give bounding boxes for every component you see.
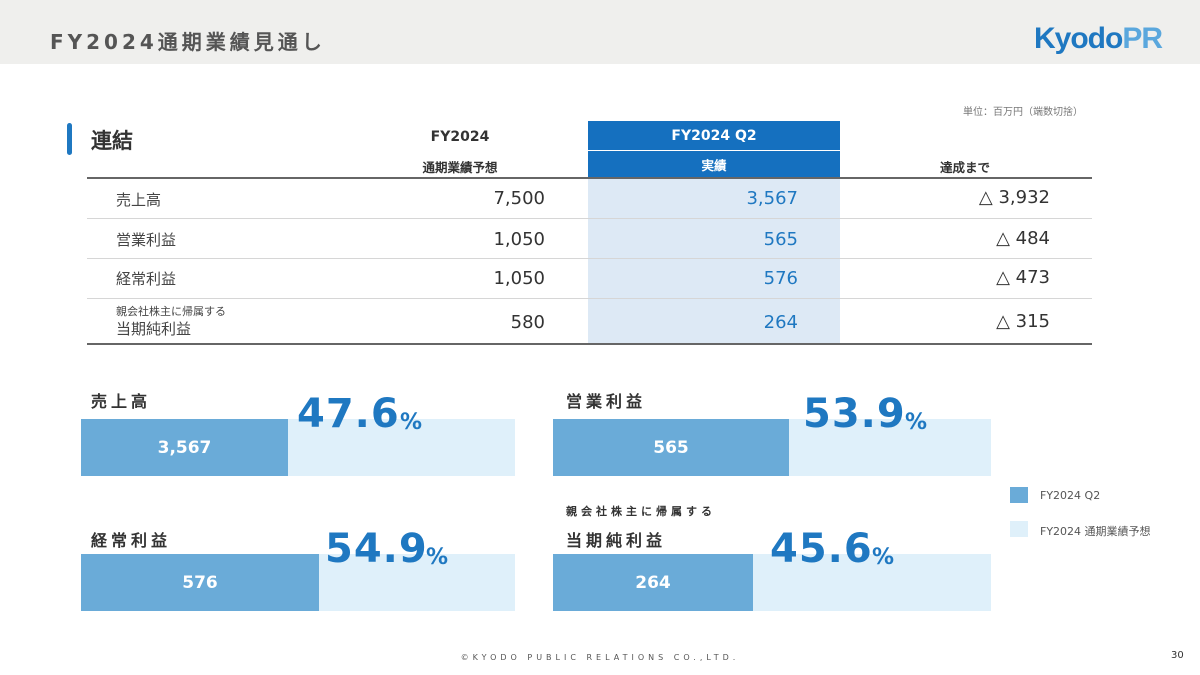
section-accent-bar [67, 123, 72, 155]
table-cell-forecast: 1,050 [493, 229, 545, 250]
unit-note: 単位：百万円（端数切捨） [963, 107, 1083, 118]
progress-title: 経常利益 [91, 531, 172, 550]
table-bottom-divider [87, 343, 1092, 345]
table-cell-actual: 264 [763, 312, 798, 333]
progress-title: 営業利益 [566, 392, 647, 411]
percent-sign: % [400, 410, 423, 435]
legend-label-forecast: FY2024 通期業績予想 [1040, 525, 1151, 538]
table-cell-actual: 3,567 [746, 188, 798, 209]
logo-pr-text: PR [1122, 22, 1163, 55]
progress-title: 売上高 [91, 392, 152, 411]
legend-swatch-forecast [1010, 521, 1028, 537]
table-cell-forecast: 1,050 [493, 268, 545, 289]
copyright-footer: ©KYODO PUBLIC RELATIONS CO.,LTD. [460, 653, 740, 662]
table-cell-remaining: △ 3,932 [978, 187, 1050, 208]
progress-bar-fill: 3,567 [81, 419, 288, 476]
col-q2-year: FY2024 Q2 [588, 121, 840, 150]
logo-kyodo-text: Kyodo [1034, 22, 1123, 55]
table-row-label: 経常利益 [116, 270, 177, 288]
row-divider [87, 298, 1092, 299]
percent-sign: % [905, 410, 928, 435]
table-cell-forecast: 580 [510, 312, 545, 333]
page-number: 30 [1171, 650, 1184, 661]
progress-percent: 47.6 [297, 391, 400, 437]
legend-label-actual: FY2024 Q2 [1040, 489, 1101, 502]
row-divider [87, 258, 1092, 259]
progress-bar-fill: 565 [553, 419, 789, 476]
legend-swatch-actual [1010, 487, 1028, 503]
progress-percent: 53.9 [803, 391, 906, 437]
table-cell-forecast: 7,500 [493, 188, 545, 209]
progress-bar-fill: 576 [81, 554, 319, 611]
progress-bar-fill: 264 [553, 554, 753, 611]
table-row-label: 売上高 [116, 191, 162, 209]
percent-sign: % [872, 545, 895, 570]
progress-subtitle: 親会社株主に帰属する [566, 505, 716, 518]
col-remaining: 達成まで [939, 160, 990, 175]
table-row-label: 営業利益 [116, 231, 177, 249]
percent-sign: % [426, 545, 449, 570]
header-bar: FY2024通期業績見通し KyodoPR [0, 0, 1200, 64]
q2-column-highlight [588, 178, 840, 344]
page-title: FY2024通期業績見通し [50, 30, 326, 54]
table-cell-remaining: △ 473 [996, 267, 1050, 288]
table-cell-actual: 565 [763, 229, 798, 250]
section-title: 連結 [91, 129, 133, 153]
table-header-divider [87, 177, 1092, 179]
table-cell-remaining: △ 484 [996, 228, 1050, 249]
progress-title: 当期純利益 [566, 531, 667, 550]
kyodo-pr-logo: KyodoPR [1034, 22, 1163, 56]
table-cell-actual: 576 [763, 268, 798, 289]
progress-percent: 54.9 [325, 526, 428, 572]
table-cell-remaining: △ 315 [996, 311, 1050, 332]
col-forecast-year: FY2024 [430, 129, 490, 145]
col-q2-label: 実績 [588, 151, 840, 177]
table-row-sublabel: 親会社株主に帰属する [116, 305, 226, 318]
table-row-label: 当期純利益 [116, 320, 192, 338]
progress-percent: 45.6 [770, 526, 873, 572]
col-forecast-label: 通期業績予想 [422, 160, 498, 175]
row-divider [87, 218, 1092, 219]
